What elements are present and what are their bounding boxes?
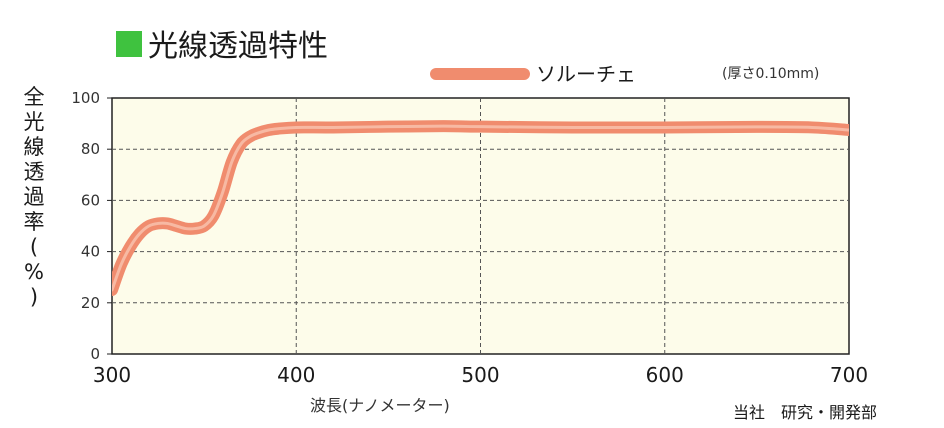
y-tick-label-40: 40 (81, 243, 100, 261)
credit-text: 当社 研究・開発部 (733, 403, 877, 422)
y-tick-label-80: 80 (81, 140, 100, 158)
x-tick-label-400: 400 (277, 363, 315, 387)
series-lines (112, 120, 849, 296)
y-axis-label: 全光線透過率(%) (24, 85, 45, 309)
y-tick-labels: 0 20 40 60 80 100 (71, 89, 112, 363)
x-tick-label-700: 700 (830, 363, 868, 387)
legend-note: (厚さ0.10mm) (722, 66, 819, 82)
y-tick-label-60: 60 (81, 191, 100, 209)
x-tick-labels: 300 400 500 600 700 (93, 363, 868, 387)
y-tick-label-0: 0 (90, 345, 100, 363)
legend-series-label: ソルーチェ (536, 62, 636, 86)
series-line-highlight-0 (112, 124, 849, 292)
x-tick-label-600: 600 (646, 363, 684, 387)
title-marker-icon (116, 31, 142, 57)
x-axis-label: 波長(ナノメーター) (310, 396, 450, 415)
y-tick-label-20: 20 (81, 294, 100, 312)
x-tick-label-300: 300 (93, 363, 131, 387)
y-tick-label-100: 100 (71, 89, 100, 107)
chart-title: 光線透過特性 (148, 29, 328, 64)
x-tick-label-500: 500 (461, 363, 499, 387)
